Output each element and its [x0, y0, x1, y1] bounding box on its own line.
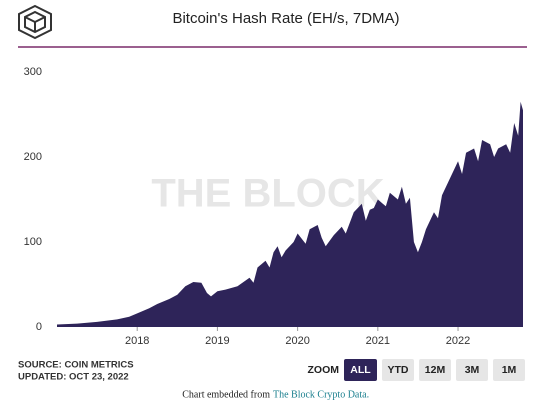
x-tick-label: 2019	[205, 335, 229, 347]
zoom-button-bg	[493, 359, 525, 381]
zoom-button-label[interactable]: ALL	[350, 364, 371, 376]
zoom-label: ZOOM	[308, 364, 340, 376]
area	[57, 101, 523, 327]
chart-title: Bitcoin's Hash Rate (EH/s, 7DMA)	[172, 10, 399, 27]
zoom-button-bg	[382, 359, 414, 381]
zoom-button[interactable]: 3M	[456, 359, 488, 381]
y-tick-label: 200	[24, 151, 42, 163]
x-tick-label: 2020	[285, 335, 309, 347]
zoom-button[interactable]: ALL	[344, 359, 377, 381]
zoom-button-label[interactable]: YTD	[388, 364, 409, 376]
x-tick-label: 2021	[366, 335, 390, 347]
zoom-button[interactable]: 12M	[419, 359, 451, 381]
y-tick-label: 300	[24, 66, 42, 78]
y-tick-label: 0	[36, 321, 42, 333]
zoom-button-label[interactable]: 1M	[502, 364, 517, 376]
zoom-button[interactable]: YTD	[382, 359, 414, 381]
x-tick-label: 2022	[446, 335, 470, 347]
zoom-button-bg	[344, 359, 377, 381]
y-tick-label: 100	[24, 236, 42, 248]
zoom-button-label[interactable]: 3M	[465, 364, 480, 376]
footer-text: Chart embedded from	[182, 389, 270, 400]
zoom-button-label[interactable]: 12M	[425, 364, 446, 376]
footer-link[interactable]: The Block Crypto Data.	[273, 389, 369, 400]
updated: UPDATED: OCT 23, 2022	[18, 372, 129, 383]
logo	[18, 4, 52, 40]
zoom-button[interactable]: 1M	[493, 359, 525, 381]
zoom-button-bg	[456, 359, 488, 381]
x-tick-label: 2018	[125, 335, 149, 347]
watermark: THE BLOCK	[151, 172, 384, 216]
source: SOURCE: COIN METRICS	[18, 360, 134, 371]
zoom-button-bg	[419, 359, 451, 381]
